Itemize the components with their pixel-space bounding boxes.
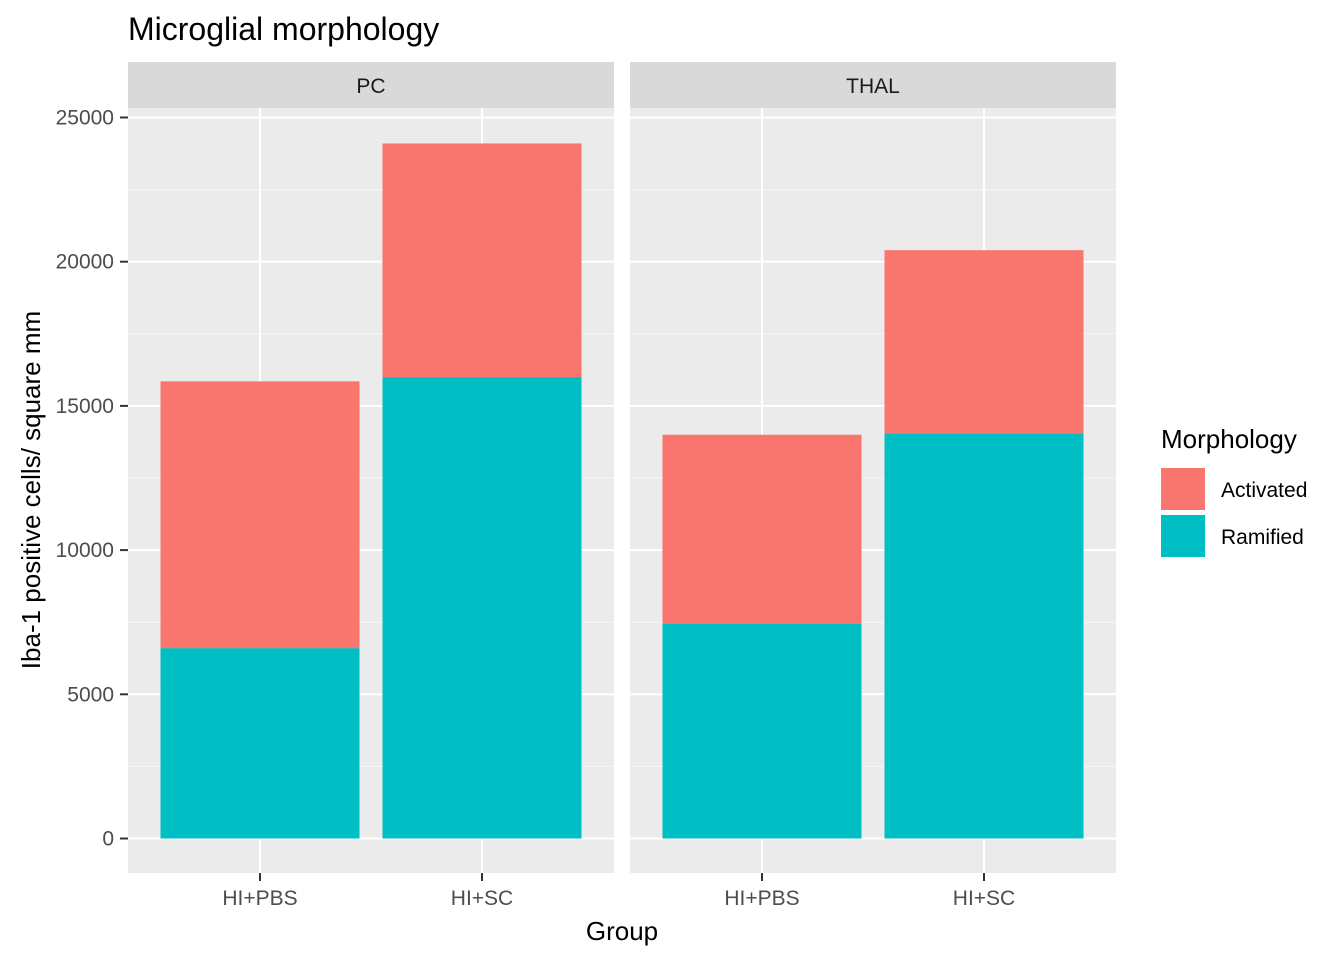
y-tick-label: 5000: [67, 683, 114, 706]
legend-title: Morphology: [1161, 424, 1297, 454]
y-tick-label: 10000: [56, 539, 114, 562]
y-tick-label: 15000: [56, 395, 114, 418]
y-axis-title: Iba-1 positive cells/ square mm: [16, 311, 46, 669]
y-tick-label: 0: [102, 828, 114, 851]
x-tick-label: HI+PBS: [724, 887, 799, 910]
chart-title: Microglial morphology: [128, 11, 439, 47]
legend-swatch-ramified: [1161, 515, 1205, 557]
legend-label-ramified: Ramified: [1221, 526, 1304, 549]
bar-ramified-thal-0: [662, 623, 862, 839]
y-tick-label: 20000: [56, 251, 114, 274]
facet-strip: [630, 62, 1116, 108]
x-tick-label: HI+SC: [451, 887, 513, 910]
x-axis-title: Group: [586, 916, 658, 946]
y-tick-label: 25000: [56, 107, 114, 130]
facet-strip: [128, 62, 614, 108]
x-tick-label: HI+SC: [953, 887, 1015, 910]
facet-panel-thal: THAL HI+PBS HI+SC: [630, 62, 1116, 910]
bar-ramified-pc-0: [160, 648, 360, 839]
facet-strip-label: THAL: [846, 75, 900, 98]
bar-activated-pc-0: [160, 381, 360, 649]
legend-label-activated: Activated: [1221, 479, 1307, 502]
bar-activated-thal-0: [662, 434, 862, 624]
bar-activated-pc-1: [382, 143, 582, 378]
facet-strip-label: PC: [356, 75, 385, 98]
facet-panel-pc: PC HI+PBS HI+SC: [128, 62, 614, 910]
bar-activated-thal-1: [884, 250, 1084, 434]
bar-ramified-thal-1: [884, 433, 1084, 839]
legend-swatch-activated: [1161, 468, 1205, 510]
bar-ramified-pc-1: [382, 377, 582, 839]
x-tick-label: HI+PBS: [222, 887, 297, 910]
legend: Morphology Activated Ramified: [1161, 424, 1307, 557]
